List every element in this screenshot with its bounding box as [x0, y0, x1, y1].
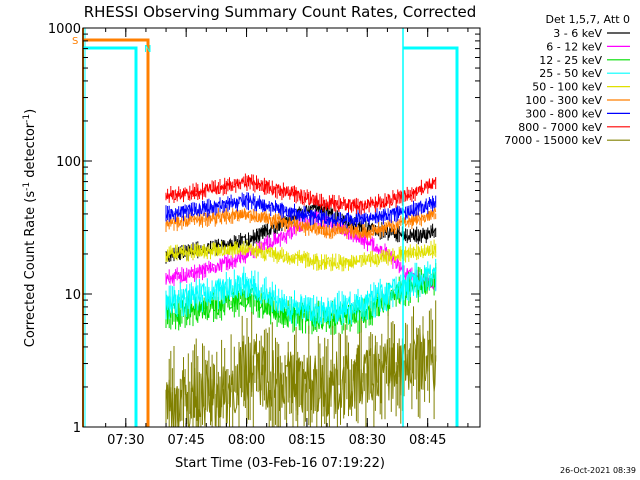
x-tick-label: 08:15 [288, 433, 325, 448]
legend-label: 50 - 100 keV [532, 81, 602, 94]
footer-timestamp: 26-Oct-2021 08:39 [560, 466, 636, 475]
series-4 [165, 239, 437, 272]
legend-label: 25 - 50 keV [539, 67, 602, 80]
legend-label: 100 - 300 keV [525, 94, 602, 107]
y-tick-label: 100 [56, 155, 81, 170]
legend-label: 12 - 25 keV [539, 54, 602, 67]
flag-s-label: S [72, 36, 78, 47]
series-6 [165, 192, 437, 229]
flag-s-segment [83, 38, 150, 427]
x-axis-label: Start Time (03-Feb-16 07:19:22) [175, 456, 385, 471]
y-axis-label: Corrected Count Rate (s-1 detector-1) [22, 109, 38, 347]
legend-label: 7000 - 15000 keV [504, 134, 602, 147]
series-line [165, 243, 437, 270]
legend-header: Det 1,5,7, Att 0 [546, 13, 630, 26]
series-8 [165, 300, 437, 429]
flag-n-segment [83, 46, 138, 427]
y-tick-label: 1 [73, 421, 81, 436]
plot-frame [82, 27, 481, 428]
flag-n-label: N [144, 44, 151, 55]
series-7 [165, 173, 437, 215]
series-line [165, 329, 437, 429]
plot-area: SN [72, 28, 459, 429]
series-5 [165, 206, 437, 240]
y-tick-label: 10 [64, 288, 81, 303]
x-tick-label: 08:00 [228, 433, 265, 448]
x-tick-label: 07:45 [167, 433, 204, 448]
x-tick-label: 07:30 [107, 433, 144, 448]
series-3 [165, 258, 437, 327]
chart-title: RHESSI Observing Summary Count Rates, Co… [84, 3, 477, 21]
y-tick-label: 1000 [48, 22, 81, 37]
legend-label: 800 - 7000 keV [518, 121, 602, 134]
axes: 1 10 100 1000 07:30 07:45 08:00 08:15 08:30 08:45 [48, 22, 480, 448]
x-tick-label: 08:45 [409, 433, 446, 448]
x-tick-label: 08:30 [349, 433, 386, 448]
legend-label: 6 - 12 keV [546, 40, 602, 53]
legend-label: 3 - 6 keV [553, 27, 602, 40]
legend-label: 300 - 800 keV [525, 107, 602, 120]
